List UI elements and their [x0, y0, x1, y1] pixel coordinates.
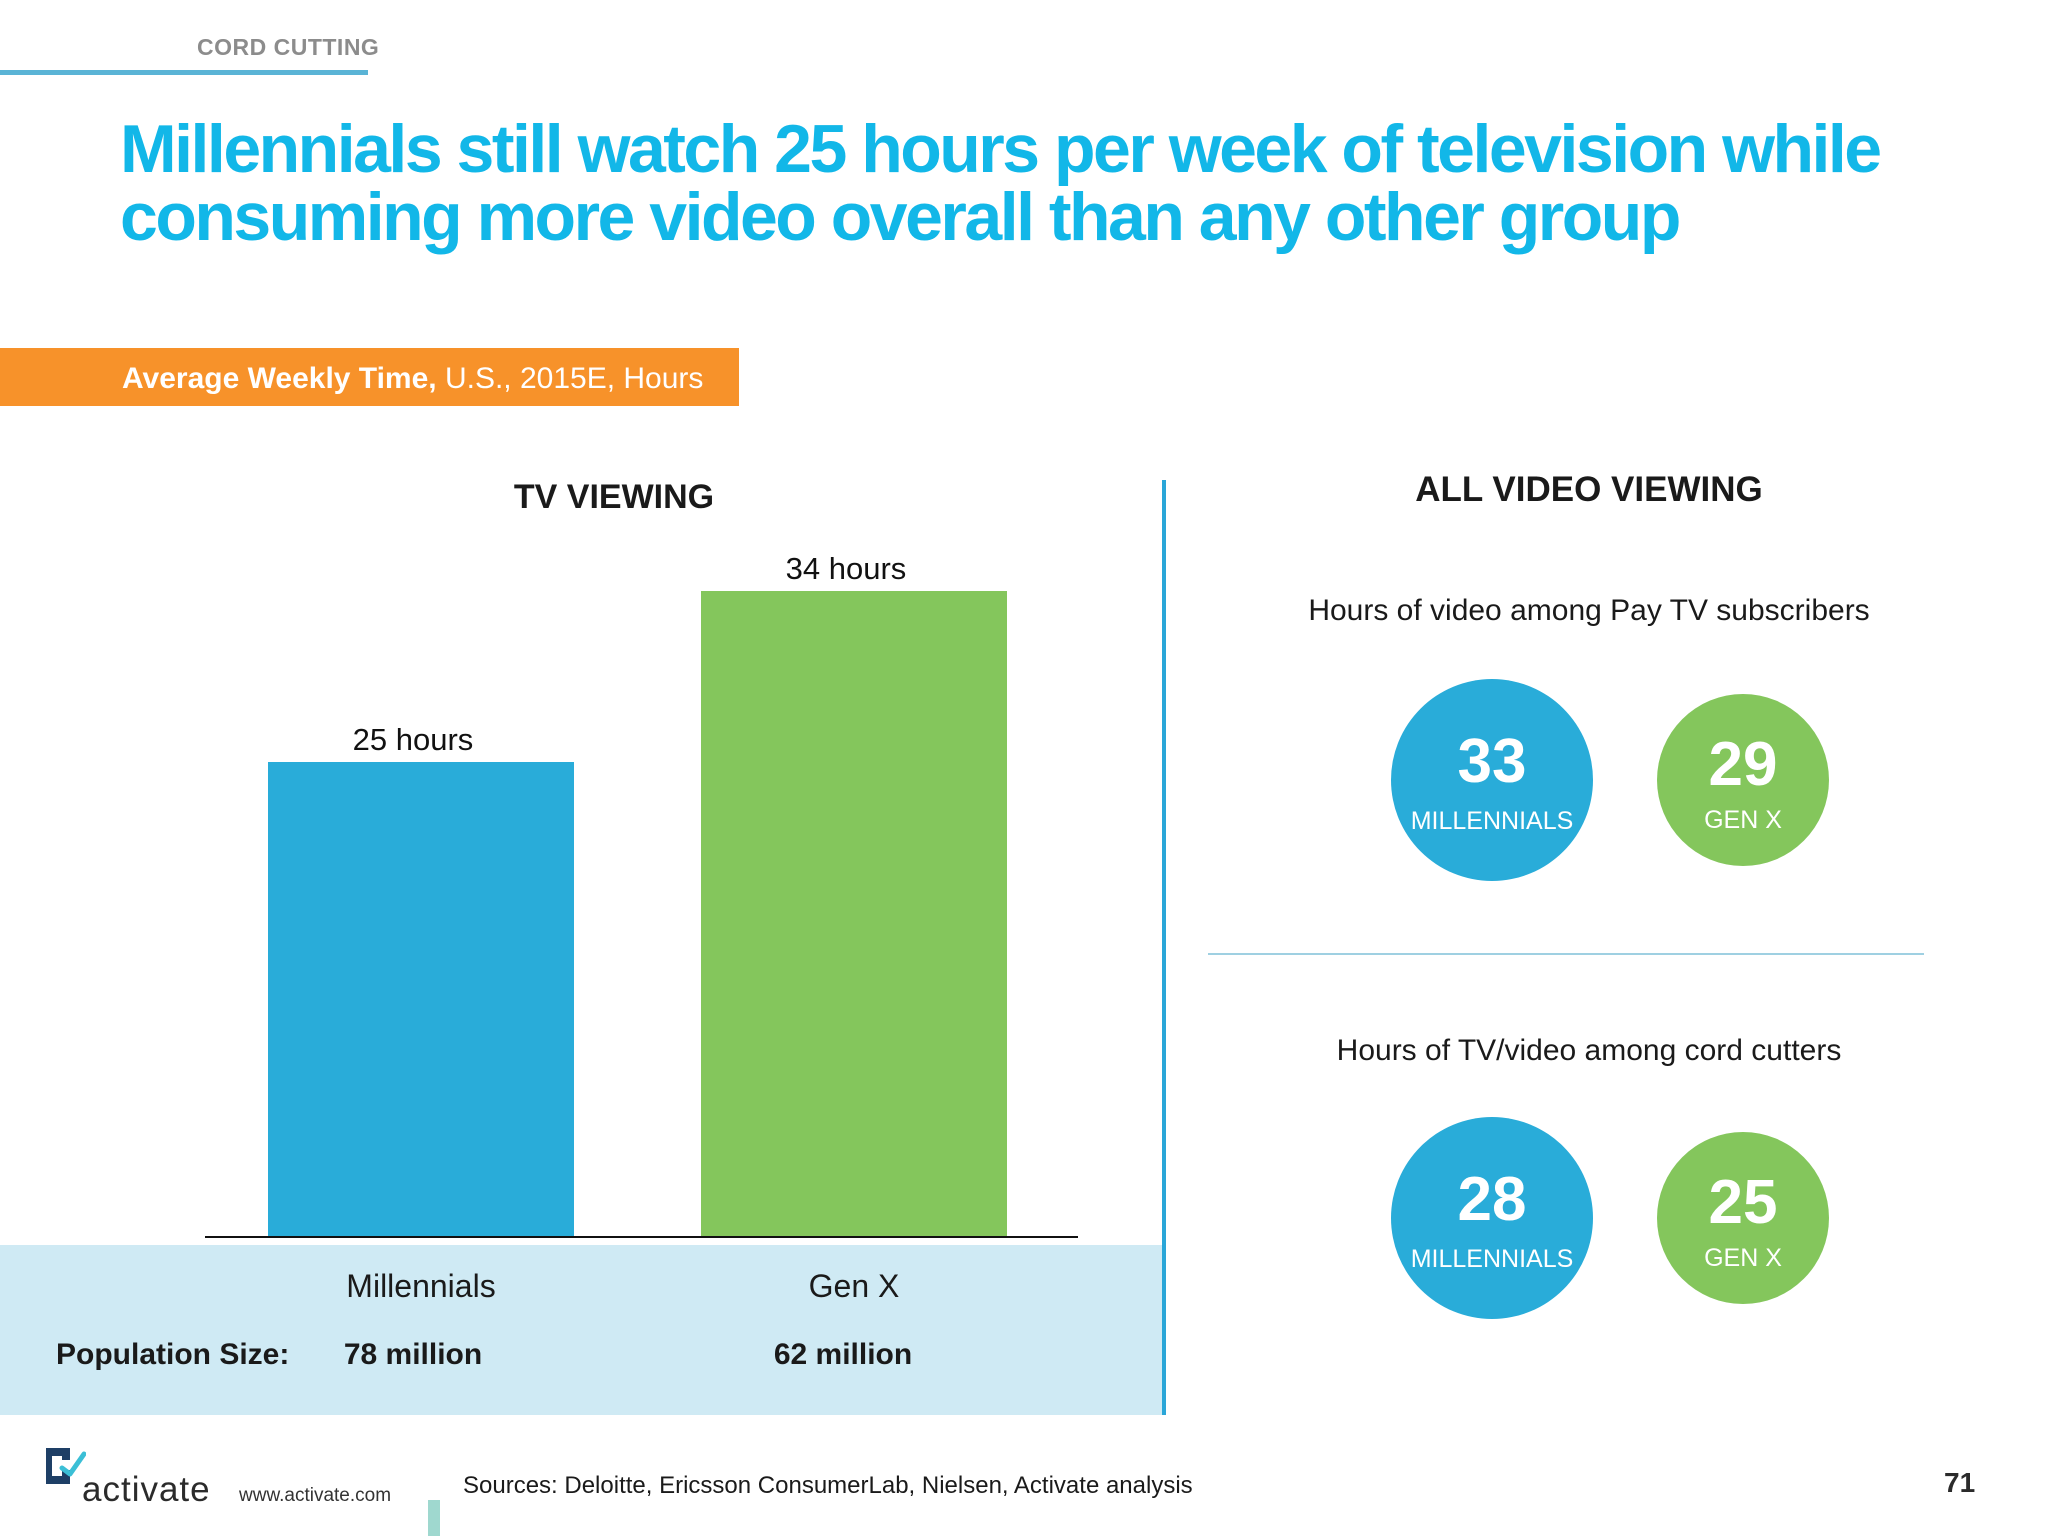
subtitle-banner: Average Weekly Time, U.S., 2015E, Hours — [0, 348, 739, 406]
page-title-line-1: Millennials still watch 25 hours per wee… — [120, 111, 1882, 187]
page-title: Millennials still watch 25 hours per wee… — [120, 111, 1882, 255]
bubble-label: MILLENNIALS — [1410, 807, 1574, 835]
bubble-label: MILLENNIALS — [1410, 1245, 1574, 1273]
footer-url: www.activate.com — [239, 1485, 392, 1506]
logo-wordmark: activate — [82, 1470, 211, 1509]
pay-tv-genx-bubble: 29 GEN X — [1657, 694, 1829, 866]
right-panel-divider — [1208, 953, 1924, 955]
bubble-value: 25 — [1708, 1168, 1778, 1237]
subtitle-text: Average Weekly Time, U.S., 2015E, Hours — [122, 362, 703, 396]
all-video-heading: ALL VIDEO VIEWING — [1415, 470, 1763, 509]
bar-data-label: 34 hours — [786, 551, 907, 586]
bubble-label: GEN X — [1704, 1244, 1782, 1272]
footer-accent — [428, 1500, 440, 1536]
page-number: 71 — [1944, 1467, 1976, 1498]
bar-data-label: 25 hours — [353, 722, 474, 757]
cord-cutters-genx-bubble: 25 GEN X — [1657, 1132, 1829, 1304]
cord-cutters-millennials-bubble: 28 MILLENNIALS — [1391, 1117, 1593, 1319]
panel-divider — [1162, 480, 1166, 1415]
cord-cutters-group-title: Hours of TV/video among cord cutters — [1336, 1034, 1842, 1067]
chart-bars — [268, 591, 1007, 1237]
section-label: CORD CUTTING — [197, 34, 380, 60]
pay-tv-group-title: Hours of video among Pay TV subscribers — [1308, 594, 1870, 627]
tv-viewing-heading: TV VIEWING — [513, 478, 715, 516]
section-underline — [0, 70, 368, 75]
category-label-millennials: Millennials — [346, 1268, 496, 1304]
chart-data-labels: 25 hours 34 hours — [353, 551, 907, 757]
population-value: 78 million — [343, 1338, 483, 1371]
population-label: Population Size: — [56, 1338, 290, 1371]
subtitle-bold: Average Weekly Time, — [122, 362, 437, 395]
page-title-line-2: consuming more video overall than any ot… — [120, 179, 1681, 255]
bubble-value: 28 — [1457, 1165, 1527, 1234]
activate-logo-icon — [46, 1448, 86, 1484]
bar-gen-x — [701, 591, 1007, 1237]
population-value: 62 million — [773, 1338, 913, 1371]
tv-viewing-chart: 25 hours 34 hours — [205, 551, 1078, 1238]
bar-millennials — [268, 762, 574, 1237]
bubble-value: 33 — [1457, 727, 1527, 796]
sources-note: Sources: Deloitte, Ericsson ConsumerLab,… — [463, 1472, 1193, 1499]
bubble-value: 29 — [1708, 730, 1778, 799]
bubble-label: GEN X — [1704, 806, 1782, 834]
category-label-gen-x: Gen X — [808, 1268, 900, 1304]
pay-tv-millennials-bubble: 33 MILLENNIALS — [1391, 679, 1593, 881]
subtitle-rest: U.S., 2015E, Hours — [436, 362, 704, 395]
population-band — [0, 1245, 1163, 1415]
